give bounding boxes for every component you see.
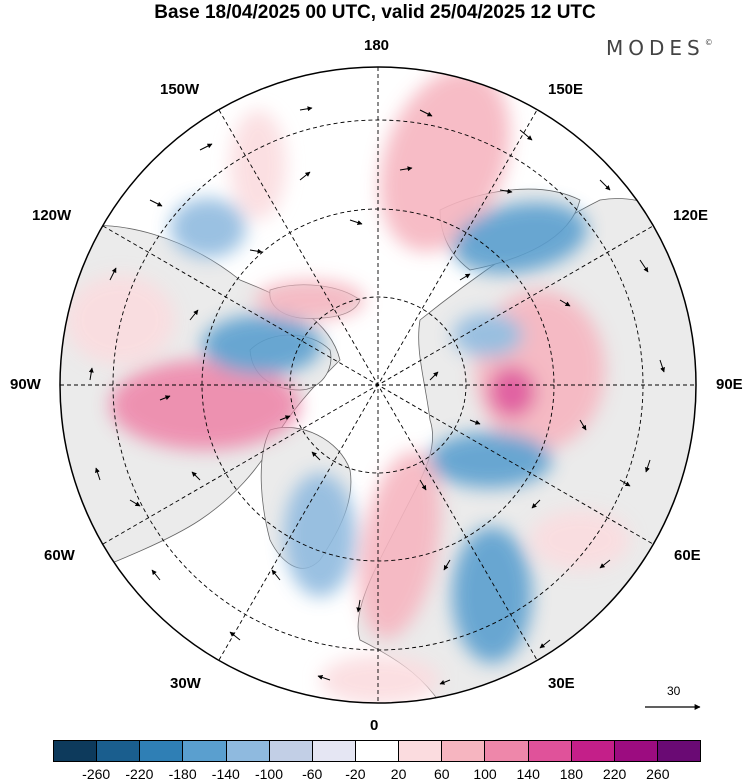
colorbar-segment xyxy=(140,741,184,761)
brand-name: MODES xyxy=(606,36,705,60)
pos-anomaly-pacific xyxy=(379,68,511,252)
brand-logo: MODES© xyxy=(606,36,713,60)
lon-label-180: 180 xyxy=(364,37,390,54)
lon-label-150w: 150W xyxy=(160,81,200,98)
colorbar-segment xyxy=(312,741,356,761)
neg-anomaly-mediterranean xyxy=(452,527,532,663)
neg-anomaly-arctic-canada xyxy=(202,315,322,375)
colorbar-tick-label: -20 xyxy=(345,766,366,782)
lon-label-90e: 90E xyxy=(716,376,743,393)
colorbar-segment xyxy=(54,741,98,761)
lon-label-30e: 30E xyxy=(548,675,575,692)
colorbar-tick-label: 100 xyxy=(473,766,497,782)
pos-anomaly-europe xyxy=(359,451,441,639)
reference-vector-value: 30 xyxy=(667,684,681,698)
pos-anomaly-ne-pacific xyxy=(230,110,286,220)
colorbar-tick-label: 260 xyxy=(646,766,670,782)
wind-vectors xyxy=(88,106,665,685)
pos-anomaly-south xyxy=(320,655,440,703)
colorbar-tick-label: -140 xyxy=(211,766,240,782)
colorbar-segment xyxy=(571,741,615,761)
neg-anomaly-siberia xyxy=(452,202,588,274)
colorbar-segment xyxy=(355,741,400,761)
colorbar-tick-label: -220 xyxy=(125,766,154,782)
neg-anomaly-kara xyxy=(428,432,552,488)
pos-anomaly-asia-east xyxy=(530,510,630,570)
colorbar-segment xyxy=(528,741,572,761)
graticule xyxy=(60,67,696,703)
pos-anomaly-canada xyxy=(110,360,300,450)
colorbar-segment xyxy=(97,741,141,761)
colorbar-segment xyxy=(269,741,313,761)
lon-label-30w: 30W xyxy=(170,675,201,692)
colorbar-segment xyxy=(657,741,701,761)
colorbar-tick-label: -180 xyxy=(168,766,197,782)
colorbar-tick-label: 180 xyxy=(559,766,584,782)
neg-anomaly-russia xyxy=(453,313,523,357)
copyright-mark: © xyxy=(704,38,713,47)
pos-anomaly-west xyxy=(65,275,175,365)
colorbar-tick-label: 60 xyxy=(434,766,450,782)
pos-anomaly-ural xyxy=(488,366,536,418)
lon-label-60e: 60E xyxy=(674,547,701,564)
lon-label-120w: 120W xyxy=(32,207,72,224)
map-boundary xyxy=(59,66,697,704)
colorbar-segment xyxy=(614,741,658,761)
colorbar-segment xyxy=(485,741,529,761)
colorbar-tick-label: 140 xyxy=(516,766,540,782)
lon-label-120e: 120E xyxy=(673,207,709,224)
lon-label-90w: 90W xyxy=(10,376,41,393)
colorbar-tick-label: 220 xyxy=(602,766,627,782)
lon-label-60w: 60W xyxy=(44,547,75,564)
colorbar-tick-label: -60 xyxy=(302,766,323,782)
colorbar-segment xyxy=(226,741,270,761)
colorbar-tick-label: 20 xyxy=(390,766,407,782)
lon-label-150e: 150E xyxy=(548,81,584,98)
colorbar-segment xyxy=(442,741,486,761)
colorbar-tick-label: -260 xyxy=(82,766,111,782)
map-disk xyxy=(60,67,696,703)
map-title: Base 18/04/2025 00 UTC, valid 25/04/2025… xyxy=(154,2,596,23)
neg-anomaly-nw-pacific xyxy=(170,198,246,258)
colorbar-segment xyxy=(183,741,227,761)
anomaly-shading xyxy=(65,68,630,703)
neg-anomaly-atlantic xyxy=(284,473,356,597)
lon-label-0: 0 xyxy=(370,717,379,734)
colorbar-tick-label: -100 xyxy=(254,766,284,782)
colorbar xyxy=(53,740,701,762)
pos-anomaly-beaufort xyxy=(255,280,365,320)
colorbar-segment xyxy=(399,741,443,761)
